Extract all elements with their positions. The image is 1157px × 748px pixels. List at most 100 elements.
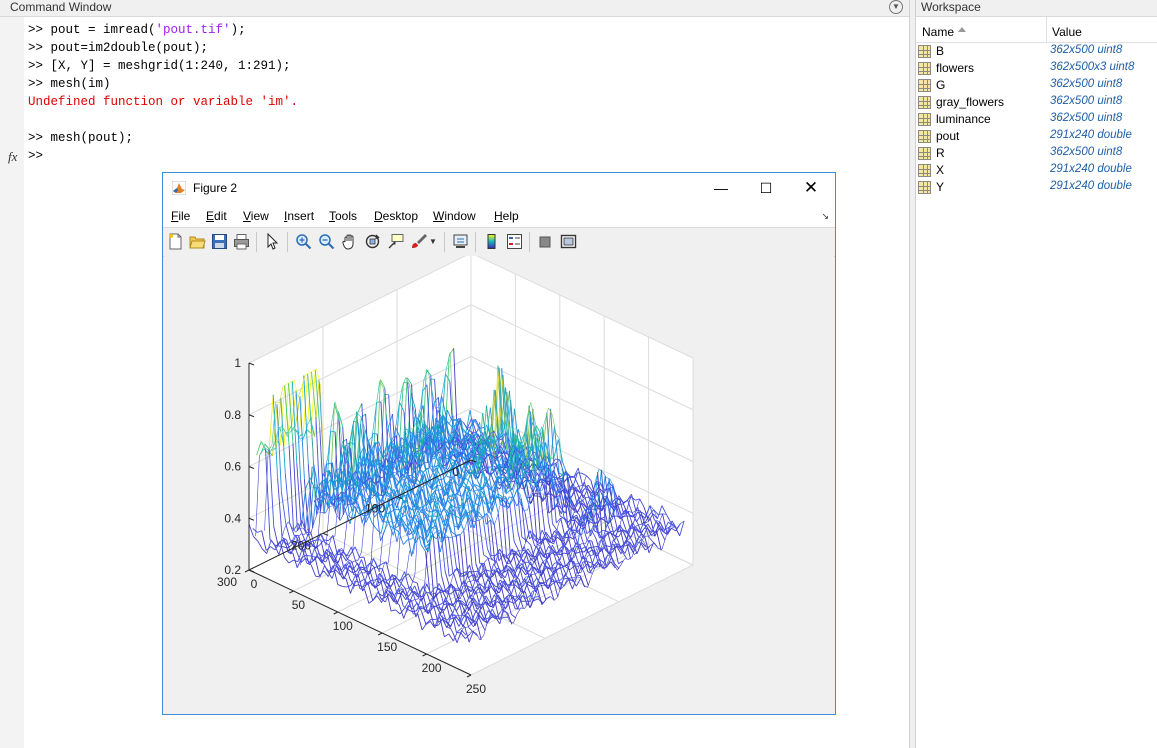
menu-file[interactable]: File: [171, 209, 191, 223]
mesh-line: [353, 504, 359, 518]
mesh-line: [479, 615, 485, 621]
command-gutter: [0, 17, 24, 748]
menu-view[interactable]: View: [243, 209, 269, 223]
mesh-line: [578, 498, 584, 516]
matrix-variable-icon: [918, 147, 931, 160]
sort-ascending-icon[interactable]: [958, 27, 966, 32]
mesh-line: [525, 570, 531, 576]
link-plot-icon[interactable]: [452, 233, 469, 250]
mesh-line: [441, 395, 447, 417]
tick-label: 200: [291, 538, 311, 552]
figure-title: Figure 2: [193, 181, 238, 195]
mesh-line: [484, 502, 490, 505]
mesh-line: [604, 544, 610, 548]
value-column-header[interactable]: Value: [1052, 25, 1082, 39]
mesh-line: [505, 497, 511, 555]
mesh-line: [393, 445, 400, 451]
menu-insert[interactable]: Insert: [284, 209, 315, 223]
mesh-line: [291, 381, 298, 464]
insert-legend-icon[interactable]: [506, 233, 523, 250]
mesh-line: [628, 515, 634, 518]
mesh-line: [431, 426, 437, 440]
data-cursor-icon[interactable]: [387, 233, 404, 250]
close-icon[interactable]: ✕: [803, 178, 819, 197]
mesh-line: [521, 424, 527, 474]
mesh-line: [517, 563, 523, 568]
print-icon[interactable]: [233, 233, 250, 250]
open-file-icon[interactable]: [189, 233, 206, 250]
mesh-line: [281, 492, 287, 525]
mesh-line: [424, 449, 431, 466]
menu-edit[interactable]: Edit: [206, 209, 227, 223]
mesh-line: [557, 477, 563, 480]
toolbar-separator: [444, 232, 445, 252]
workspace-variable-row[interactable]: G 362x500 uint8: [916, 77, 1157, 94]
mesh-line: [588, 488, 595, 524]
mesh-line: [550, 566, 556, 570]
mesh-line: [473, 597, 479, 605]
new-figure-icon[interactable]: [167, 233, 184, 250]
mesh-line: [288, 383, 294, 444]
name-column-header[interactable]: Name: [922, 25, 955, 39]
hide-plot-tools-icon[interactable]: [537, 233, 554, 250]
mesh-line: [314, 379, 320, 437]
zoom-in-icon[interactable]: [295, 233, 312, 250]
mesh-line: [471, 510, 477, 564]
command-prompt-input[interactable]: >>: [28, 149, 51, 163]
function-browser-icon[interactable]: fx: [8, 149, 18, 164]
mesh-line: [368, 558, 374, 574]
workspace-panel[interactable]: Workspace Name Value B 362x500 uint8 flowe…: [916, 0, 1157, 748]
mesh-line: [448, 537, 454, 574]
figure-titlebar[interactable]: Figure 2 — ☐ ✕: [163, 173, 835, 203]
menu-desktop[interactable]: Desktop: [374, 209, 419, 223]
workspace-variable-row[interactable]: flowers 362x500x3 uint8: [916, 60, 1157, 77]
mesh-line: [264, 443, 270, 450]
mesh-line: [503, 555, 509, 560]
mesh-line: [275, 398, 282, 448]
mesh-line: [279, 384, 286, 446]
zoom-out-icon[interactable]: [318, 233, 335, 250]
brush-icon[interactable]: [410, 233, 427, 250]
mesh-line: [314, 488, 320, 506]
workspace-variable-row[interactable]: pout 291x240 double: [916, 128, 1157, 145]
workspace-variable-row[interactable]: gray_flowers 362x500 uint8: [916, 94, 1157, 111]
figure-window[interactable]: Figure 2 — ☐ ✕ File Edit View Insert Too…: [162, 172, 836, 715]
mesh-line: [481, 498, 487, 525]
menu-tools[interactable]: Tools: [329, 209, 358, 223]
mesh-line: [470, 513, 476, 528]
mesh-line: [514, 575, 520, 580]
mesh-line: [452, 600, 458, 614]
mesh-line: [568, 547, 574, 552]
panel-actions-icon[interactable]: ▼: [889, 0, 903, 14]
column-divider[interactable]: [1046, 17, 1047, 42]
matrix-variable-icon: [918, 96, 931, 109]
workspace-variable-row[interactable]: B 362x500 uint8: [916, 43, 1157, 60]
brush-dropdown-icon[interactable]: ▼: [429, 237, 437, 246]
workspace-variable-row[interactable]: X 291x240 double: [916, 162, 1157, 179]
insert-colorbar-icon[interactable]: [483, 233, 500, 250]
mesh-line: [472, 574, 478, 578]
menu-help[interactable]: Help: [494, 209, 519, 223]
maximize-icon[interactable]: ☐: [759, 180, 773, 196]
workspace-variable-row[interactable]: Y 291x240 double: [916, 179, 1157, 196]
dock-figure-icon[interactable]: ↘: [821, 211, 829, 221]
mesh-line: [393, 450, 399, 474]
mesh-line: [394, 528, 400, 533]
workspace-variable-row[interactable]: R 362x500 uint8: [916, 145, 1157, 162]
figure-canvas[interactable]: 0.2 0.4 0.6 0.8 1 0 50 100 150 200 250 0 100 200 300: [164, 252, 834, 713]
rotate-3d-icon[interactable]: [364, 233, 381, 250]
menu-window[interactable]: Window: [433, 209, 476, 223]
mesh-line: [480, 572, 486, 578]
mesh-line: [350, 546, 357, 562]
edit-plot-icon[interactable]: [264, 233, 281, 250]
mesh-line: [304, 493, 310, 532]
show-plot-tools-icon[interactable]: [560, 233, 577, 250]
minimize-icon[interactable]: —: [714, 180, 728, 196]
mesh-line: [450, 589, 456, 595]
mesh-line: [499, 451, 506, 470]
save-icon[interactable]: [211, 233, 228, 250]
panel-splitter[interactable]: [909, 0, 916, 748]
pan-icon[interactable]: [341, 233, 358, 250]
workspace-variable-row[interactable]: luminance 362x500 uint8: [916, 111, 1157, 128]
